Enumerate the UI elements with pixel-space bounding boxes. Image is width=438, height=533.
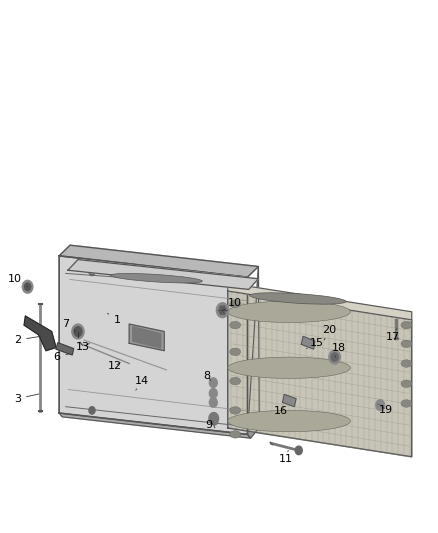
Circle shape (25, 283, 31, 290)
Polygon shape (59, 256, 247, 434)
Ellipse shape (228, 301, 350, 322)
Ellipse shape (230, 321, 241, 329)
Circle shape (216, 303, 229, 318)
Circle shape (212, 278, 218, 285)
Circle shape (209, 398, 217, 407)
Text: 14: 14 (135, 376, 149, 390)
Polygon shape (129, 324, 164, 351)
Text: 10: 10 (223, 298, 242, 310)
Polygon shape (283, 394, 296, 407)
Text: 15: 15 (307, 338, 324, 349)
Ellipse shape (230, 407, 241, 414)
Text: 7: 7 (62, 319, 76, 332)
Circle shape (209, 413, 219, 424)
Circle shape (74, 327, 82, 336)
Ellipse shape (230, 377, 241, 385)
Text: 3: 3 (14, 394, 39, 403)
Circle shape (209, 378, 217, 387)
Ellipse shape (230, 348, 241, 356)
Ellipse shape (401, 360, 412, 367)
Ellipse shape (230, 431, 241, 438)
Ellipse shape (230, 300, 241, 308)
Ellipse shape (401, 380, 412, 387)
Circle shape (22, 280, 33, 293)
Ellipse shape (401, 340, 412, 348)
Text: 18: 18 (332, 343, 346, 357)
Circle shape (331, 353, 338, 361)
Text: 19: 19 (379, 406, 393, 415)
Polygon shape (228, 283, 412, 320)
Polygon shape (247, 266, 259, 438)
Text: 17: 17 (386, 329, 400, 342)
Circle shape (329, 350, 340, 364)
Polygon shape (56, 343, 74, 355)
Text: 8: 8 (204, 371, 211, 381)
Text: 13: 13 (75, 342, 89, 352)
Polygon shape (133, 327, 161, 348)
Circle shape (212, 417, 218, 425)
Circle shape (295, 446, 302, 455)
Text: 1: 1 (107, 313, 121, 325)
Ellipse shape (110, 273, 202, 283)
Text: 9: 9 (205, 421, 212, 430)
Polygon shape (301, 336, 315, 349)
Text: 16: 16 (274, 407, 288, 416)
Ellipse shape (401, 321, 412, 329)
Circle shape (89, 407, 95, 414)
Text: 11: 11 (279, 450, 293, 464)
Ellipse shape (401, 400, 412, 407)
Circle shape (219, 306, 226, 314)
Ellipse shape (228, 410, 350, 432)
Ellipse shape (250, 293, 346, 304)
Text: 6: 6 (53, 352, 70, 362)
Text: 2: 2 (14, 335, 41, 345)
Circle shape (89, 268, 95, 276)
Polygon shape (68, 260, 258, 289)
Circle shape (72, 324, 84, 339)
Polygon shape (59, 413, 251, 438)
Text: 10: 10 (7, 274, 28, 287)
Text: 20: 20 (322, 326, 336, 340)
Text: 12: 12 (108, 361, 122, 371)
Polygon shape (59, 245, 258, 277)
Polygon shape (228, 291, 412, 457)
Circle shape (376, 400, 385, 410)
Ellipse shape (228, 357, 350, 378)
Polygon shape (24, 316, 56, 351)
Circle shape (209, 389, 217, 398)
